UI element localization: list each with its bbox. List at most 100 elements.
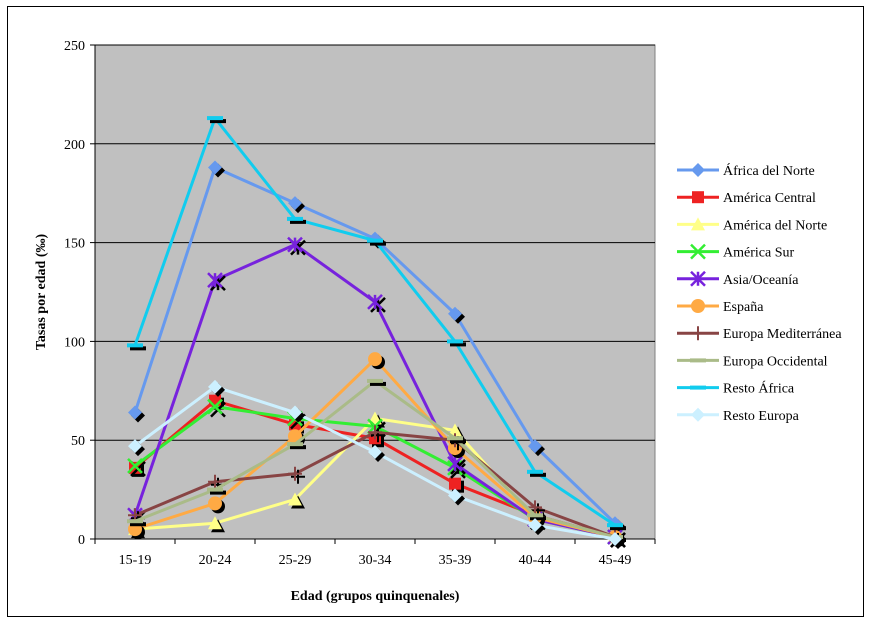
legend-item: Resto Europa	[677, 407, 800, 424]
data-point	[287, 442, 303, 447]
data-point	[127, 343, 143, 348]
data-point	[608, 532, 622, 546]
data-point	[528, 518, 542, 533]
data-point	[367, 293, 383, 310]
legend-label: Resto Europa	[723, 409, 800, 424]
legend-swatch-marker	[691, 326, 705, 341]
data-point	[207, 398, 223, 415]
legend-item: América del Norte	[677, 217, 827, 233]
data-point	[448, 488, 462, 503]
legend-item: Resto África	[677, 380, 795, 397]
marker-shadow	[530, 516, 546, 521]
data-point	[288, 405, 302, 420]
y-tick-label: 250	[64, 39, 85, 54]
data-point	[127, 519, 143, 524]
data-point	[128, 439, 142, 454]
legend-item: Europa Mediterránea	[677, 326, 842, 342]
data-point	[128, 405, 142, 420]
legend-label: España	[723, 300, 764, 315]
data-point	[528, 500, 542, 515]
data-point	[447, 436, 463, 441]
data-point	[447, 456, 463, 472]
legend-label: Europa Mediterránea	[723, 327, 842, 342]
marker-shadow	[450, 439, 466, 444]
marker-shadow	[290, 445, 306, 450]
legend-swatch-marker	[690, 385, 706, 390]
x-tick-label: 20-24	[199, 553, 232, 568]
x-tick-label: 40-44	[519, 553, 552, 568]
data-point	[288, 466, 302, 481]
data-point	[367, 378, 383, 383]
y-tick-label: 50	[71, 434, 85, 449]
marker-shadow	[291, 469, 305, 484]
data-point	[368, 352, 382, 367]
data-point	[368, 425, 382, 440]
data-point	[448, 423, 462, 437]
y-tick-label: 200	[64, 138, 85, 153]
legend-swatch-marker	[692, 191, 704, 204]
legend-item: América Central	[677, 191, 816, 206]
data-point	[207, 272, 223, 289]
data-point	[448, 306, 462, 321]
legend-item: América Sur	[677, 243, 794, 261]
marker-shadow	[610, 526, 626, 531]
x-tick-label: 35-39	[439, 553, 472, 568]
gridlines	[95, 44, 655, 441]
data-point	[207, 487, 223, 492]
axes	[90, 44, 656, 544]
marker-shadow	[130, 522, 146, 527]
legend-swatch-marker	[690, 243, 706, 260]
series-10	[128, 379, 625, 549]
data-point	[208, 160, 222, 175]
legend-swatch-marker	[691, 299, 705, 313]
data-point	[127, 458, 143, 474]
data-point	[208, 516, 222, 530]
y-tick-label: 150	[64, 237, 85, 252]
data-point	[449, 477, 461, 490]
plot-area	[94, 44, 656, 540]
data-point	[207, 116, 223, 121]
data-point	[288, 492, 302, 506]
legend-item: Asia/Oceanía	[677, 270, 799, 288]
marker-shadow	[371, 428, 385, 443]
legend-label: Asia/Oceanía	[723, 273, 799, 288]
legend-label: Resto África	[723, 380, 795, 397]
y-axis-title: Tasas por edad (‰)	[34, 234, 49, 351]
series-8	[127, 378, 626, 543]
legend-swatch-marker	[691, 163, 705, 177]
legend-item: África del Norte	[677, 162, 815, 179]
legend-item: España	[677, 299, 764, 315]
legend-swatch-marker	[691, 217, 705, 231]
y-tick-label: 100	[64, 335, 85, 350]
series-9	[127, 116, 626, 531]
data-point	[607, 523, 623, 528]
x-tick-label: 45-49	[599, 553, 632, 568]
data-point	[368, 445, 382, 460]
x-tick-label: 30-34	[359, 553, 392, 568]
data-point	[208, 379, 222, 394]
data-point	[287, 236, 303, 253]
data-point	[208, 474, 222, 489]
legend-label: América Sur	[723, 246, 794, 261]
data-point	[208, 496, 222, 511]
legend-label: América Central	[723, 191, 816, 206]
series-layer	[127, 116, 626, 549]
y-tick-label: 0	[78, 533, 85, 548]
marker-shadow	[210, 490, 226, 495]
data-point	[367, 238, 383, 243]
marker-shadow	[530, 472, 546, 477]
data-point	[527, 469, 543, 474]
data-point	[527, 513, 543, 518]
x-axis-title: Edad (grupos quinquenales)	[291, 589, 460, 604]
legend-item: Europa Occidental	[677, 354, 828, 369]
marker-shadow	[290, 219, 306, 224]
legend-label: África del Norte	[723, 162, 815, 179]
legend-swatch-marker	[690, 358, 706, 363]
legend-label: Europa Occidental	[723, 354, 828, 369]
marker-shadow	[130, 346, 146, 351]
marker-shadow	[210, 119, 226, 124]
marker-shadow	[450, 342, 466, 347]
x-tick-label: 25-29	[279, 553, 312, 568]
data-point	[447, 339, 463, 344]
